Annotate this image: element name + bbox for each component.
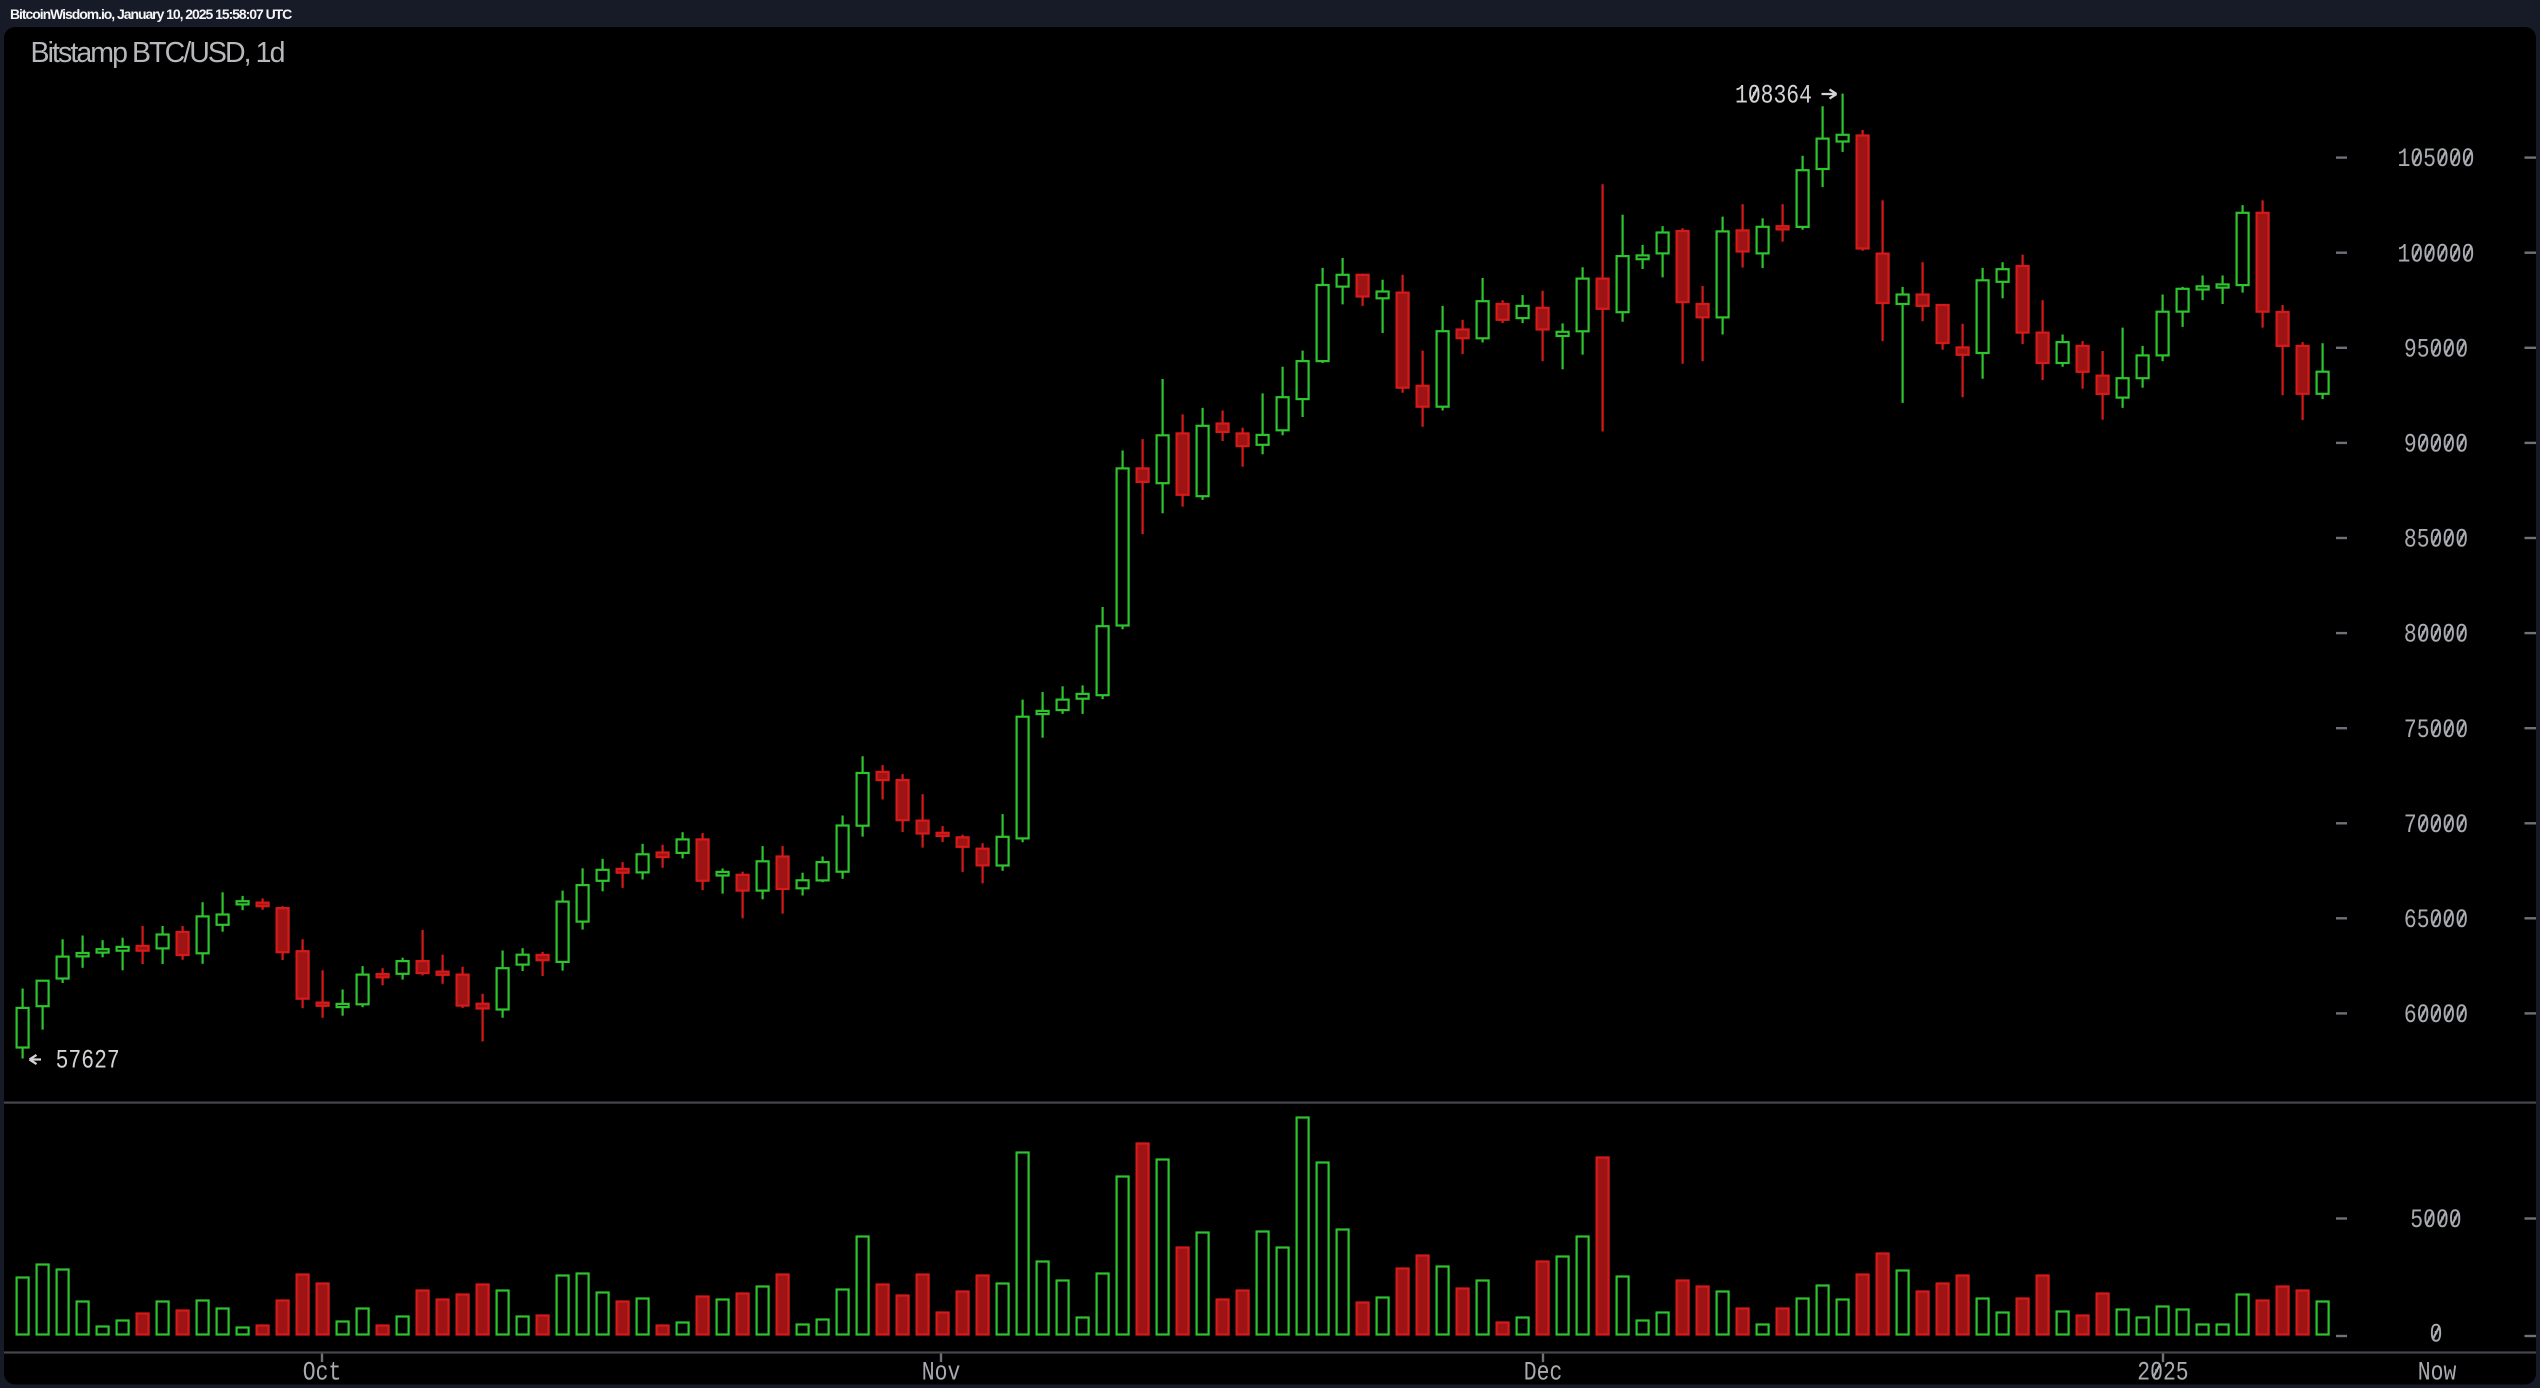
svg-text:108364: 108364	[1735, 82, 1812, 112]
svg-text:Dec: Dec	[1524, 1359, 1562, 1388]
svg-text:80000: 80000	[2404, 621, 2468, 651]
svg-text:Oct: Oct	[303, 1359, 341, 1388]
svg-text:Nov: Nov	[922, 1359, 960, 1388]
svg-text:60000: 60000	[2404, 1001, 2468, 1031]
svg-text:Bitstamp BTC/USD, 1d: Bitstamp BTC/USD, 1d	[31, 37, 285, 69]
svg-text:BitcoinWisdom.io, January 10,: BitcoinWisdom.io, January 10, 2025 15:58…	[10, 6, 292, 22]
svg-text:57627: 57627	[56, 1046, 120, 1076]
svg-text:95000: 95000	[2404, 335, 2468, 365]
svg-text:75000: 75000	[2404, 716, 2468, 746]
svg-text:85000: 85000	[2404, 526, 2468, 556]
svg-text:100000: 100000	[2398, 240, 2475, 270]
svg-text:105000: 105000	[2398, 145, 2475, 175]
svg-text:70000: 70000	[2404, 811, 2468, 841]
svg-text:2025: 2025	[2137, 1359, 2188, 1388]
svg-text:90000: 90000	[2404, 430, 2468, 460]
svg-text:0: 0	[2430, 1321, 2443, 1351]
svg-text:Now: Now	[2418, 1359, 2457, 1388]
svg-text:65000: 65000	[2404, 906, 2468, 936]
